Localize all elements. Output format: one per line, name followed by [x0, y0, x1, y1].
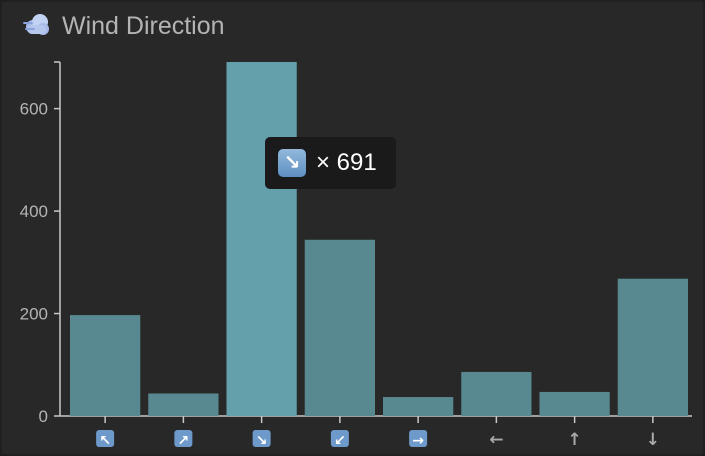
y-tick-label: 600 [20, 100, 48, 119]
x-tick-label: ← [489, 430, 503, 450]
bar-0 [70, 315, 141, 416]
x-tick-box [174, 430, 193, 447]
bar-7 [617, 278, 688, 416]
bar-tooltip: ↘ × 691 [265, 137, 396, 189]
x-tick-label: ↙ [334, 433, 346, 449]
chart-title: Wind Direction [62, 11, 225, 40]
x-tick-box [252, 430, 271, 447]
x-tick-label: → [412, 433, 424, 449]
x-tick-label: ↓ [646, 430, 660, 450]
tooltip-value: × 691 [316, 149, 377, 176]
x-tick-box [96, 430, 115, 447]
bar-1 [148, 393, 219, 416]
x-tick-box [330, 430, 349, 447]
bar-5 [461, 371, 532, 416]
tooltip-direction-icon: ↘ [278, 149, 306, 177]
y-tick-label: 400 [20, 202, 48, 221]
bar-4 [383, 397, 454, 416]
wind-cloud-icon [23, 14, 49, 35]
y-tick-label: 0 [39, 407, 48, 426]
bar-3 [304, 239, 375, 416]
y-tick-label: 200 [20, 305, 48, 324]
chart-header: Wind Direction [22, 8, 225, 44]
x-tick-box [409, 430, 428, 447]
x-tick-label: ↗ [178, 433, 190, 449]
bar-2 [226, 62, 297, 416]
x-tick-label: ↘ [256, 433, 268, 449]
x-tick-label: ↖ [99, 433, 111, 449]
bar-6 [539, 391, 610, 416]
x-tick-label: ↑ [568, 430, 582, 450]
